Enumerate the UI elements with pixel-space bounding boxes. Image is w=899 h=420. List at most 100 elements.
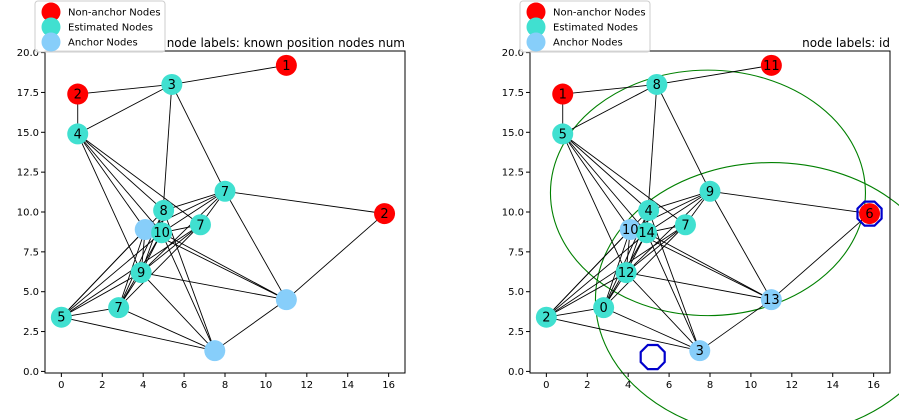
non-anchor-node bbox=[374, 203, 396, 225]
node-label: 5 bbox=[559, 127, 567, 142]
estimated-node bbox=[214, 180, 236, 202]
estimated-node bbox=[615, 262, 637, 284]
graph-edge bbox=[141, 272, 287, 301]
x-tick-label: 14 bbox=[826, 380, 839, 391]
graph-edge bbox=[77, 84, 172, 95]
x-tick-label: 8 bbox=[707, 380, 713, 391]
y-tick-label: 5.0 bbox=[508, 287, 524, 298]
legend-label: Anchor Nodes bbox=[68, 38, 138, 49]
x-tick-label: 2 bbox=[584, 380, 590, 391]
plot-area-frame bbox=[44, 50, 406, 374]
graph-edge bbox=[145, 229, 287, 301]
graph-edge bbox=[562, 133, 627, 273]
x-tick-label: 0 bbox=[58, 380, 64, 391]
graph-edge bbox=[546, 316, 700, 352]
x-tick-label: 14 bbox=[341, 380, 354, 391]
estimated-node bbox=[108, 297, 130, 319]
graph-edge bbox=[77, 133, 201, 226]
estimated-node bbox=[50, 306, 72, 328]
legend-swatch bbox=[526, 32, 546, 52]
node-label: 3 bbox=[696, 344, 704, 359]
y-tick-label: 15.0 bbox=[17, 128, 39, 139]
graph-edge bbox=[603, 224, 686, 308]
node-label: 7 bbox=[681, 218, 689, 233]
anchor-node bbox=[760, 289, 782, 311]
node-label: 0 bbox=[599, 301, 607, 316]
panel-title: node labels: id bbox=[802, 36, 890, 50]
legend: Non-anchor Nodes Estimated Nodes Anchor No… bbox=[34, 0, 166, 53]
graph-edge bbox=[625, 190, 711, 273]
anchor-node bbox=[134, 219, 156, 241]
legend-swatch bbox=[526, 2, 546, 22]
x-tick-label: 10 bbox=[260, 380, 273, 391]
x-tick-label: 8 bbox=[222, 380, 228, 391]
graph-edge bbox=[546, 229, 631, 318]
estimated-node bbox=[151, 222, 173, 244]
estimated-node bbox=[674, 214, 696, 236]
graph-edge bbox=[61, 316, 215, 352]
graph-edge bbox=[630, 229, 772, 301]
node-label: 13 bbox=[763, 293, 780, 308]
graph-edge bbox=[603, 307, 700, 352]
estimated-node bbox=[638, 199, 660, 221]
x-tick-label: 4 bbox=[625, 380, 631, 391]
y-tick-label: 0.0 bbox=[508, 367, 524, 378]
estimated-node bbox=[636, 222, 658, 244]
graph-edge bbox=[140, 272, 216, 351]
node-label: 6 bbox=[865, 207, 873, 222]
x-tick-label: 12 bbox=[300, 380, 313, 391]
non-anchor-node bbox=[859, 203, 881, 225]
y-tick-label: 7.5 bbox=[508, 247, 524, 258]
axis-ticks: 0 2 4 6 8 10 12 14 160.02.55.07.510.012.515.017.… bbox=[502, 48, 880, 391]
non-anchor-node bbox=[760, 54, 782, 76]
range-circle bbox=[594, 162, 899, 420]
graph-edge bbox=[61, 272, 142, 318]
node-label: 12 bbox=[618, 266, 635, 281]
node-label: 1 bbox=[282, 59, 290, 74]
x-tick-label: 4 bbox=[140, 380, 146, 391]
graph-edge bbox=[656, 84, 711, 192]
y-tick-label: 2.5 bbox=[23, 327, 39, 338]
node-label: 11 bbox=[763, 59, 780, 74]
graph-edge bbox=[562, 133, 647, 234]
graph-edge bbox=[118, 224, 201, 308]
estimated-node bbox=[189, 214, 211, 236]
graph-edge bbox=[140, 190, 226, 273]
node-label: 7 bbox=[196, 218, 204, 233]
x-tick-label: 2 bbox=[99, 380, 105, 391]
anchor-node bbox=[689, 340, 711, 362]
y-tick-label: 2.5 bbox=[508, 327, 524, 338]
node-label: 2 bbox=[74, 88, 82, 103]
node-label: 10 bbox=[622, 223, 639, 238]
x-tick-label: 16 bbox=[867, 380, 880, 391]
axis-ticks: 0 2 4 6 8 10 12 14 160.02.55.07.510.012.515.017.… bbox=[17, 48, 395, 391]
y-tick-label: 17.5 bbox=[17, 88, 39, 99]
node-label: 3 bbox=[168, 78, 176, 93]
graph-edge bbox=[161, 232, 216, 351]
x-tick-label: 10 bbox=[745, 380, 758, 391]
non-anchor-node bbox=[552, 83, 574, 105]
anchor-node bbox=[619, 219, 641, 241]
node-label: 8 bbox=[653, 78, 661, 93]
graph-edge bbox=[118, 307, 215, 352]
x-tick-label: 6 bbox=[181, 380, 187, 391]
anchor-node bbox=[204, 340, 226, 362]
graph-edge bbox=[625, 272, 701, 351]
graph-edge bbox=[77, 133, 142, 273]
graph-edge bbox=[546, 272, 627, 318]
octagon-markers bbox=[639, 200, 883, 371]
graph-edge bbox=[163, 190, 226, 211]
graph-edge bbox=[562, 84, 658, 135]
graph-edge bbox=[286, 213, 385, 301]
legend-label: Estimated Nodes bbox=[68, 23, 153, 34]
graph-edge bbox=[61, 232, 162, 318]
range-circles bbox=[549, 69, 899, 420]
graph-edge bbox=[61, 229, 146, 318]
node-label: 8 bbox=[159, 204, 167, 219]
graph-edge bbox=[546, 232, 647, 318]
y-tick-label: 7.5 bbox=[23, 247, 39, 258]
legend-swatch bbox=[41, 2, 61, 22]
graph-edge bbox=[214, 299, 287, 352]
